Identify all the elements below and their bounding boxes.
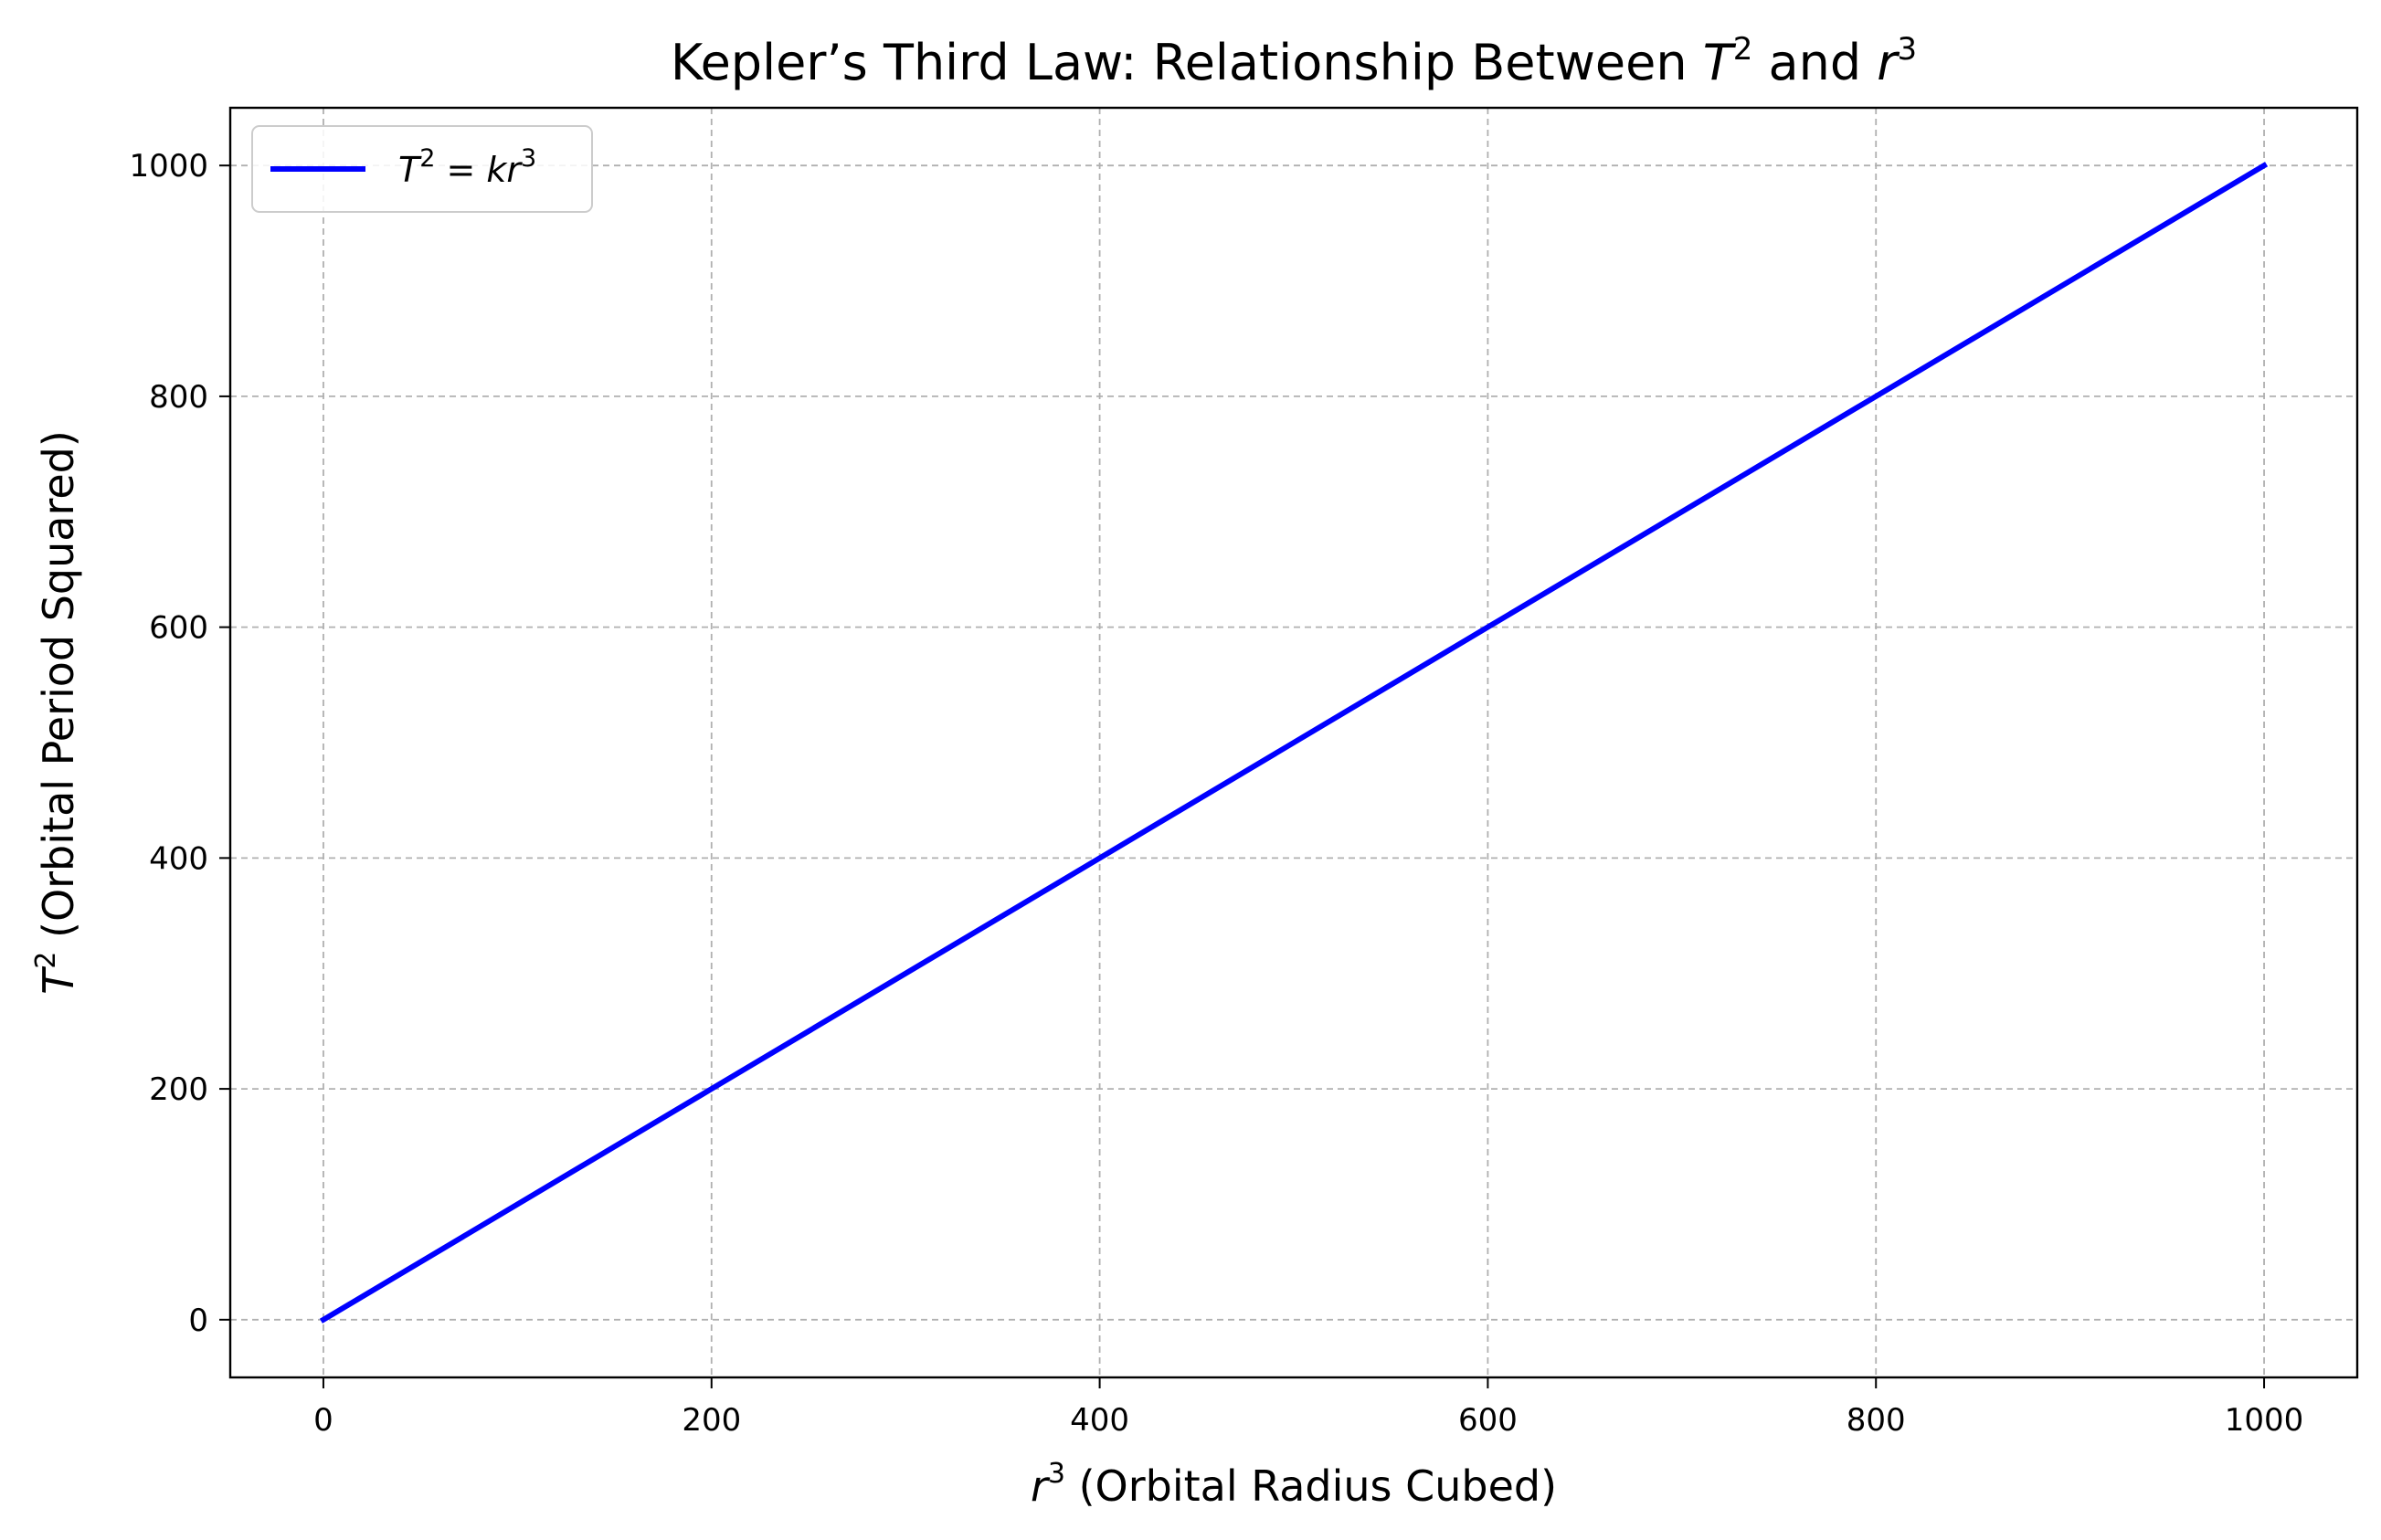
y-tick-label: 800 <box>149 379 208 416</box>
series-layer <box>319 162 2269 1324</box>
y-tick-label: 1000 <box>129 148 208 185</box>
legend-label: T2 = kr3 <box>398 144 536 190</box>
y-tick-label: 0 <box>188 1303 208 1339</box>
x-tick-label: 0 <box>313 1402 333 1439</box>
axis-ticks: 0 200 400 600 800 1000 0 200 400 600 800 1000 <box>129 148 2303 1439</box>
y-tick-label: 400 <box>149 840 208 877</box>
x-tick-label: 600 <box>1458 1402 1518 1439</box>
x-tick-label: 400 <box>1070 1402 1129 1439</box>
plot-frame <box>228 106 2359 1379</box>
chart-title: Kepler’s Third Law: Relationship Between… <box>671 31 1917 91</box>
x-axis-label: r3 (Orbital Radius Cubed) <box>1031 1458 1557 1511</box>
legend: T2 = kr3 <box>251 125 593 213</box>
legend-box <box>251 125 593 213</box>
x-tick-label: 1000 <box>2225 1402 2304 1439</box>
y-tick-label: 200 <box>149 1071 208 1108</box>
x-tick-label: 800 <box>1847 1402 1906 1439</box>
y-tick-label: 600 <box>149 610 208 647</box>
x-tick-label: 200 <box>682 1402 741 1439</box>
series-line <box>319 162 2269 1324</box>
y-axis-label: T2 (Orbital Period Squared) <box>30 430 83 995</box>
grid-lines <box>230 108 2357 1377</box>
